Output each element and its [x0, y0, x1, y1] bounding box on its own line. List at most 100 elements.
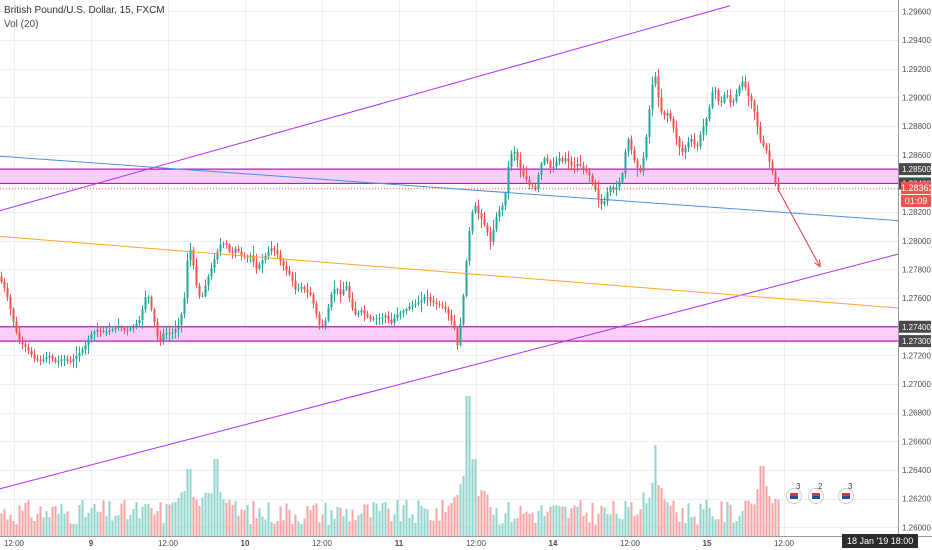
volume-bar — [612, 500, 615, 536]
candle-body — [498, 210, 501, 217]
volume-bar — [195, 499, 198, 536]
candle-body — [186, 260, 189, 299]
volume-bar — [132, 508, 135, 536]
candle-body — [396, 314, 399, 318]
candle-body — [630, 139, 633, 150]
candle-body — [486, 225, 489, 233]
candle-body — [108, 330, 111, 332]
volume-bar — [102, 500, 105, 536]
candle-body — [168, 333, 171, 335]
candle-body — [615, 187, 618, 190]
candle-body — [507, 166, 510, 193]
time-tick-label: 15 — [703, 539, 712, 548]
volume-bar — [603, 507, 606, 536]
volume-bar — [108, 500, 111, 536]
candle-body — [441, 304, 444, 307]
volume-bar — [657, 485, 660, 536]
uk-flag-icon[interactable]: 3 — [838, 482, 854, 504]
candle-body — [735, 93, 738, 102]
uk-flag-icon[interactable]: 2 — [808, 482, 824, 504]
volume-bar — [501, 523, 504, 536]
volume-bar — [504, 513, 507, 536]
volume-bar — [336, 506, 339, 536]
volume-bar — [168, 504, 171, 536]
candle-body — [231, 251, 234, 253]
candle-body — [291, 274, 294, 281]
candle-body — [222, 243, 225, 245]
candle-body — [660, 97, 663, 112]
candle-body — [465, 261, 468, 296]
candle-body — [54, 359, 57, 363]
volume-bar — [165, 504, 168, 536]
candle-body — [51, 355, 54, 360]
volume-bar — [282, 520, 285, 536]
candle-body — [771, 161, 774, 172]
volume-bar — [372, 502, 375, 536]
volume-bar — [717, 519, 720, 536]
candle-body — [618, 181, 621, 188]
candle-body — [426, 296, 429, 298]
time-tick-label: 14 — [549, 539, 558, 548]
candle-body — [324, 320, 327, 327]
candle-body — [648, 109, 651, 137]
volume-bar — [708, 507, 711, 536]
volume-bar — [738, 515, 741, 536]
candle-body — [537, 174, 540, 189]
volume-bar — [645, 503, 648, 536]
volume-bar — [765, 485, 768, 536]
candle-body — [144, 297, 147, 310]
candle-body — [654, 76, 657, 85]
candles — [0, 69, 780, 369]
volume-bar — [186, 468, 189, 536]
candle-body — [27, 346, 30, 351]
volume-bar — [486, 494, 489, 536]
price-axis-background — [898, 0, 932, 550]
price-tick-label: 1.26800 — [902, 409, 931, 418]
volume-bar — [279, 506, 282, 536]
candle-body — [282, 261, 285, 266]
time-axis-background — [0, 536, 932, 550]
volume-bar — [330, 510, 333, 536]
uk-flag-icon[interactable]: 3 — [786, 482, 802, 504]
candle-body — [6, 287, 9, 298]
volume-bar — [648, 497, 651, 536]
volume-bar — [315, 503, 318, 536]
candle-body — [561, 158, 564, 162]
volume-bar — [495, 508, 498, 536]
volume-bar — [456, 494, 459, 536]
volume-bar — [546, 511, 549, 536]
volume-bar — [273, 523, 276, 536]
candle-body — [549, 161, 552, 168]
candle-body — [279, 254, 282, 262]
volume-bar — [492, 514, 495, 536]
candle-body — [273, 248, 276, 250]
candle-body — [579, 163, 582, 166]
candle-body — [36, 358, 39, 360]
candle-body — [69, 361, 72, 363]
candle-body — [30, 350, 33, 355]
volume-bar — [405, 499, 408, 536]
zone-price-label: 1.28500 — [902, 165, 931, 174]
volume-bars — [0, 396, 780, 536]
volume-bar — [684, 523, 687, 536]
volume-indicator-label[interactable]: Vol (20) — [4, 19, 39, 30]
volume-bar — [42, 517, 45, 536]
candle-body — [723, 95, 726, 103]
volume-bar — [327, 524, 330, 536]
candle-body — [114, 328, 117, 330]
candle-body — [90, 333, 93, 340]
symbol-title[interactable]: British Pound/U.S. Dollar, 15, FXCM — [4, 5, 165, 16]
candle-body — [189, 249, 192, 261]
candle-body — [669, 113, 672, 119]
volume-bar — [450, 502, 453, 536]
candle-body — [678, 138, 681, 148]
candle-body — [489, 232, 492, 242]
candle-body — [651, 84, 654, 110]
upper-channel-line — [0, 5, 731, 212]
candle-body — [765, 145, 768, 151]
candle-body — [183, 298, 186, 315]
volume-bar — [414, 522, 417, 536]
candle-body — [453, 320, 456, 329]
candle-body — [3, 281, 6, 288]
